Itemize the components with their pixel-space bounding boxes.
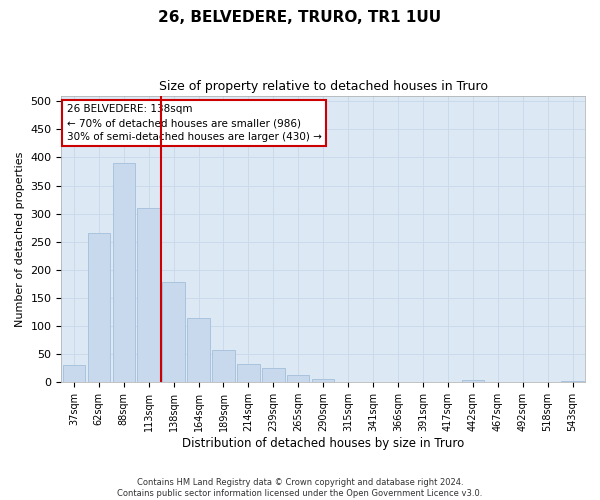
Text: 26, BELVEDERE, TRURO, TR1 1UU: 26, BELVEDERE, TRURO, TR1 1UU bbox=[158, 10, 442, 25]
Bar bbox=[163, 282, 185, 382]
Bar bbox=[113, 163, 135, 382]
Bar bbox=[88, 234, 110, 382]
Bar bbox=[562, 380, 584, 382]
Bar bbox=[62, 366, 85, 382]
Bar bbox=[287, 375, 310, 382]
Text: 26 BELVEDERE: 138sqm
← 70% of detached houses are smaller (986)
30% of semi-deta: 26 BELVEDERE: 138sqm ← 70% of detached h… bbox=[67, 104, 322, 142]
Bar bbox=[187, 318, 210, 382]
Y-axis label: Number of detached properties: Number of detached properties bbox=[15, 152, 25, 326]
Title: Size of property relative to detached houses in Truro: Size of property relative to detached ho… bbox=[159, 80, 488, 93]
Bar bbox=[212, 350, 235, 382]
Bar bbox=[237, 364, 260, 382]
X-axis label: Distribution of detached houses by size in Truro: Distribution of detached houses by size … bbox=[182, 437, 464, 450]
Bar bbox=[137, 208, 160, 382]
Bar bbox=[461, 380, 484, 382]
Bar bbox=[312, 379, 334, 382]
Bar bbox=[262, 368, 284, 382]
Text: Contains HM Land Registry data © Crown copyright and database right 2024.
Contai: Contains HM Land Registry data © Crown c… bbox=[118, 478, 482, 498]
